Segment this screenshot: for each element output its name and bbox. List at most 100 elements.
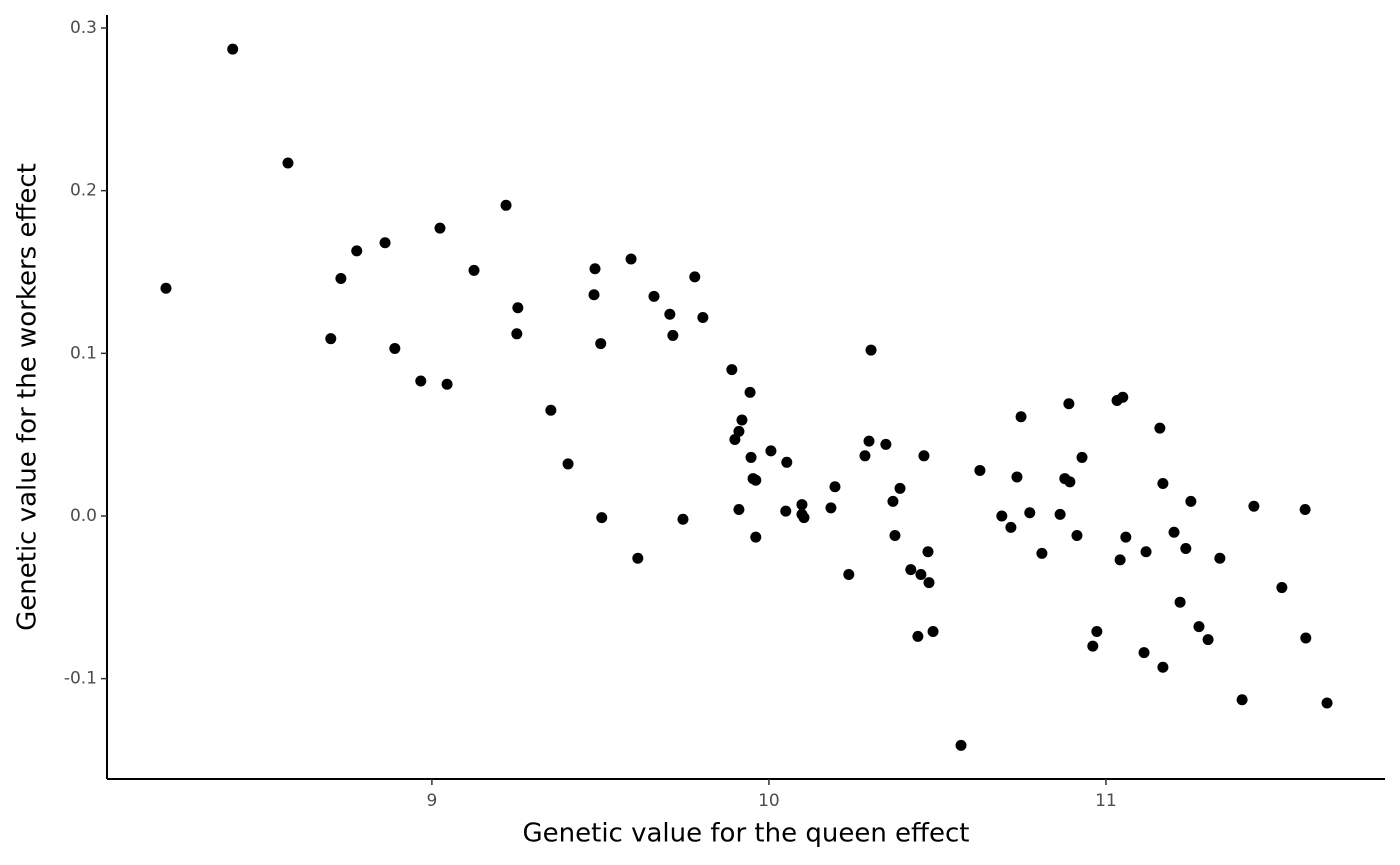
point	[389, 342, 401, 354]
point	[1063, 398, 1075, 410]
point	[825, 502, 837, 514]
point	[863, 435, 875, 447]
point	[1087, 640, 1099, 652]
point	[677, 513, 689, 525]
point	[596, 512, 608, 524]
point	[648, 290, 660, 302]
point	[500, 199, 512, 211]
point	[955, 739, 967, 751]
point	[829, 481, 841, 493]
point	[745, 451, 757, 463]
point	[545, 404, 557, 416]
y-tick-label: -0.1	[64, 669, 97, 689]
point	[780, 505, 792, 517]
point	[1024, 507, 1036, 519]
point	[415, 375, 427, 387]
point	[325, 333, 337, 345]
point	[923, 577, 935, 589]
point	[595, 338, 607, 350]
point	[1248, 500, 1260, 512]
point	[468, 264, 480, 276]
point	[736, 414, 748, 426]
point	[1276, 582, 1288, 594]
point	[1157, 477, 1169, 489]
point	[1185, 495, 1197, 507]
point	[905, 564, 917, 576]
point	[1117, 391, 1129, 403]
point	[781, 456, 793, 468]
point	[1036, 547, 1048, 559]
point	[1054, 508, 1066, 520]
point	[512, 302, 524, 314]
x-tick-label: 11	[1095, 791, 1117, 811]
point	[1214, 552, 1226, 564]
point	[1174, 596, 1186, 608]
point	[889, 530, 901, 542]
point	[1180, 543, 1192, 555]
point	[1114, 554, 1126, 566]
point	[744, 386, 756, 398]
point	[1064, 476, 1076, 488]
point	[729, 434, 741, 446]
point	[996, 510, 1008, 522]
point	[1011, 471, 1023, 483]
point	[441, 378, 453, 390]
point	[625, 253, 637, 265]
point	[912, 630, 924, 642]
x-tick-label: 9	[426, 791, 437, 811]
point	[922, 546, 934, 558]
point	[434, 222, 446, 234]
point	[765, 445, 777, 457]
point	[915, 569, 927, 581]
point	[1299, 503, 1311, 515]
point	[974, 464, 986, 476]
y-tick-label: 0.2	[70, 181, 97, 201]
point	[1120, 531, 1132, 543]
point	[796, 499, 808, 511]
point	[1154, 422, 1166, 434]
point	[927, 625, 939, 637]
point	[697, 312, 709, 324]
point	[750, 474, 762, 486]
point	[1300, 632, 1312, 644]
y-tick-label: 0.0	[70, 506, 97, 526]
y-tick-label: 0.1	[70, 343, 97, 363]
point	[227, 43, 239, 55]
point	[689, 271, 701, 283]
point	[843, 569, 855, 581]
x-axis-title: Genetic value for the queen effect	[523, 819, 970, 849]
point	[588, 289, 600, 301]
point	[1138, 647, 1150, 659]
point	[1321, 697, 1333, 709]
point	[1202, 634, 1214, 646]
point	[511, 328, 523, 340]
point	[1091, 625, 1103, 637]
point	[865, 344, 877, 356]
point	[859, 450, 871, 462]
x-tick-label: 10	[758, 791, 780, 811]
point	[1071, 530, 1083, 542]
point	[733, 425, 745, 437]
point	[1005, 521, 1017, 533]
point	[335, 273, 347, 285]
point	[887, 495, 899, 507]
point	[160, 282, 172, 294]
point	[880, 438, 892, 450]
point	[798, 512, 810, 524]
point	[282, 157, 294, 169]
point	[726, 364, 738, 376]
point	[1140, 546, 1152, 558]
point	[632, 552, 644, 564]
point	[733, 503, 745, 515]
point	[1157, 661, 1169, 673]
point	[1015, 411, 1027, 423]
point	[667, 329, 679, 341]
point	[1168, 526, 1180, 538]
point	[664, 308, 676, 320]
point	[1236, 694, 1248, 706]
y-axis-title: Genetic value for the workers effect	[13, 163, 43, 631]
point	[589, 263, 601, 275]
point	[1193, 621, 1205, 633]
